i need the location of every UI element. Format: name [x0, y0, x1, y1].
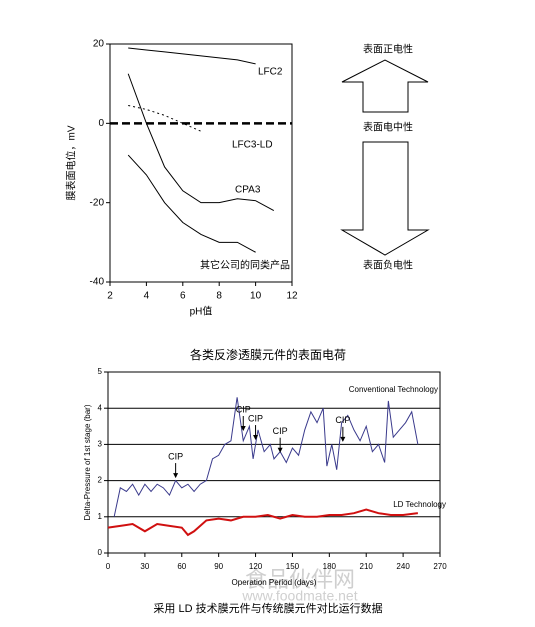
chart-title: 各类反渗透膜元件的表面电荷 — [190, 347, 346, 362]
diagram-label: 表面负电性 — [363, 259, 413, 272]
plot-frame — [107, 371, 441, 554]
series-line — [127, 73, 275, 212]
y-tick-label: 0 — [98, 118, 104, 129]
annotation: CIP — [335, 415, 350, 425]
diagram-label: 表面正电性 — [363, 43, 413, 56]
annotation: CIP — [273, 426, 288, 436]
series-label: LFC3-LD — [232, 140, 273, 151]
watermark: www.foodmate.net — [241, 588, 357, 604]
arrow-head — [340, 436, 346, 442]
y-tick-label: 3 — [98, 440, 103, 449]
x-tick-label: 30 — [140, 562, 149, 571]
annotation: CIP — [168, 451, 183, 461]
series-label: LD Technology — [393, 500, 446, 509]
x-tick-label: 0 — [106, 562, 111, 571]
x-tick-label: 8 — [216, 291, 222, 302]
series-line — [128, 47, 256, 65]
x-tick-label: 240 — [396, 562, 410, 571]
arrow-head — [253, 435, 259, 441]
y-axis-label: Delta-Pressure of 1st stage (bar) — [83, 404, 92, 520]
caption: 采用 LD 技术膜元件与传统膜元件对比运行数据 — [153, 601, 382, 615]
series-label: LFC2 — [258, 67, 283, 78]
x-tick-label: 60 — [177, 562, 186, 571]
series-line — [128, 104, 202, 132]
arrows — [340, 59, 430, 256]
x-tick-label: 150 — [286, 562, 300, 571]
y-tick-label: 0 — [98, 548, 103, 557]
y-tick-label: 20 — [93, 39, 105, 50]
arrow-head — [173, 473, 179, 479]
up-arrow — [341, 59, 429, 113]
x-tick-label: 90 — [214, 562, 223, 571]
series-line — [107, 508, 418, 537]
y-tick-label: 5 — [98, 367, 103, 376]
watermark: 食品伙伴网 — [245, 567, 355, 592]
series-line — [113, 397, 419, 517]
series-label: 其它公司的同类产品 — [200, 259, 290, 272]
y-tick-label: 1 — [98, 512, 103, 521]
series-label: Conventional Technology — [349, 385, 438, 394]
plot-frame — [109, 43, 293, 283]
x-tick-label: 270 — [433, 562, 447, 571]
x-tick-label: 2 — [107, 291, 113, 302]
x-axis-label: pH值 — [190, 305, 213, 318]
series-label: CPA3 — [235, 185, 261, 196]
y-tick-label: -20 — [90, 197, 105, 208]
y-tick-label: 2 — [98, 476, 103, 485]
x-axis-label: Operation Period (days) — [232, 578, 317, 587]
x-tick-label: 4 — [144, 291, 150, 302]
x-tick-label: 210 — [360, 562, 374, 571]
y-tick-label: 4 — [98, 403, 103, 412]
arrow-head — [277, 447, 283, 453]
series-line — [127, 154, 256, 253]
x-tick-label: 120 — [249, 562, 263, 571]
x-tick-label: 10 — [250, 291, 262, 302]
x-tick-label: 6 — [180, 291, 186, 302]
diagram-label: 表面电中性 — [363, 121, 413, 134]
x-tick-label: 12 — [286, 291, 298, 302]
down-arrow — [340, 141, 430, 256]
annotation: CIP — [236, 404, 251, 414]
annotation: CIP — [248, 413, 263, 423]
y-tick-label: -40 — [90, 277, 105, 288]
y-axis-label: 膜表面电位，mV — [65, 125, 78, 200]
arrow-head — [240, 426, 246, 432]
x-tick-label: 180 — [323, 562, 337, 571]
